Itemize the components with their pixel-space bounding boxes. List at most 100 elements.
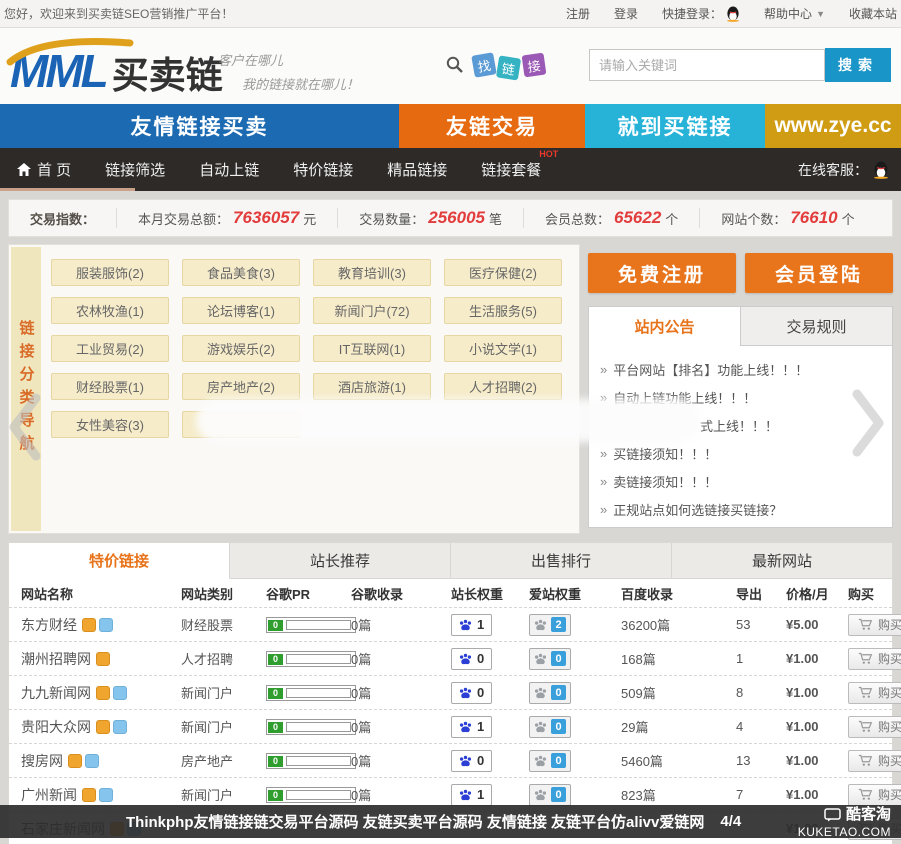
category-panel: 链接分类导航 服装服饰(2) 食品美食(3) 教育培训(3) 医疗保健(2) 农… [8, 244, 580, 534]
category-button[interactable]: IT互联网(1) [313, 335, 431, 362]
paw-icon [534, 789, 547, 800]
site-name-link[interactable]: 东方财经 [21, 616, 77, 633]
column-header: 导出 [736, 586, 763, 602]
category-button[interactable]: 游戏娱乐(2) [182, 335, 300, 362]
buy-button[interactable]: 购买 [848, 749, 901, 772]
nav-premium-links[interactable]: 精品链接 [387, 162, 448, 179]
search-input[interactable] [589, 49, 825, 81]
aizhan-weight: 2 [529, 613, 571, 636]
category-button[interactable]: 教育培训(3) [313, 259, 431, 286]
table-header-row: 网站名称 网站类别 谷歌PR 谷歌收录 站长权重 爱站权重 百度收录 导出 价格… [9, 579, 892, 607]
google-index-count: 0篇 [351, 788, 372, 803]
logo-mml-text: MML [6, 38, 134, 94]
column-header: 网站类别 [181, 586, 234, 602]
notice-item[interactable]: » 卖链接须知！！！ [600, 473, 718, 490]
favorite-link[interactable]: 收藏本站 [848, 7, 897, 21]
notice-box: 站内公告 交易规则 » 平台网站【排名】功能上线！！！ » 自动上链功能上线！！… [588, 306, 893, 528]
online-service[interactable]: 在线客服： [798, 160, 889, 180]
stat-transactions: 交易数量： 256005 笔 [337, 208, 523, 228]
site-name-link[interactable]: 九九新闻网 [21, 684, 91, 701]
tab-sales-ranking[interactable]: 出售排行 [451, 543, 672, 579]
member-login-button[interactable]: 会员登陆 [745, 253, 893, 293]
tab-newest-sites[interactable]: 最新网站 [672, 543, 892, 579]
table-row: 贵阳大众网 新闻门户 0 0篇 1 0 29篇 4 ¥1.00 购买 [9, 709, 901, 743]
cert-badge-orange-icon [96, 685, 110, 700]
category-button[interactable]: 农林牧渔(1) [51, 297, 169, 324]
cert-badge-orange-icon [68, 753, 82, 768]
buy-button[interactable]: 购买 [848, 681, 901, 704]
carousel-prev-button[interactable] [6, 392, 42, 467]
category-button[interactable]: 财经股票(1) [51, 373, 169, 400]
category-button[interactable]: 医疗保健(2) [444, 259, 562, 286]
buy-button[interactable]: 购买 [848, 715, 901, 738]
notice-item[interactable]: » 正规站点如何选链接买链接？ [600, 501, 783, 518]
site-name-link[interactable]: 贵阳大众网 [21, 718, 91, 735]
site-category: 人才招聘 [181, 652, 234, 667]
buy-button[interactable]: 购买 [848, 783, 901, 806]
category-button[interactable]: 服装服饰(2) [51, 259, 169, 286]
nav-special-links[interactable]: 特价链接 [293, 162, 354, 179]
register-link[interactable]: 注册 [566, 7, 591, 21]
quick-login-link[interactable]: 快捷登录： [662, 5, 740, 22]
column-header: 谷歌收录 [351, 586, 404, 602]
notice-item-censored[interactable]: 式上线！！！ [700, 418, 779, 434]
tab-trade-rules[interactable]: 交易规则 [741, 307, 892, 345]
stat-monthly-total: 本月交易总额： 7636057 元 [116, 208, 337, 228]
help-center-menu[interactable]: 帮助中心 ▼ [764, 5, 825, 22]
google-index-count: 0篇 [351, 686, 372, 701]
login-link[interactable]: 登录 [614, 7, 639, 21]
category-button[interactable]: 酒店旅游(1) [313, 373, 431, 400]
category-button[interactable]: 女性美容(3) [51, 411, 169, 438]
buy-button[interactable]: 购买 [848, 647, 901, 670]
category-button[interactable]: 房产地产(2) [182, 373, 300, 400]
category-button[interactable]: 小说文学(1) [444, 335, 562, 362]
site-name-link[interactable]: 搜房网 [21, 752, 63, 769]
buy-button[interactable]: 购买 [848, 613, 901, 636]
search-button[interactable]: 搜索 [825, 48, 891, 82]
category-button[interactable]: 工业贸易(2) [51, 335, 169, 362]
site-header: MML 买卖链 客户在哪儿 我的链接就在哪儿！ 找 链 接 搜索 [0, 28, 901, 104]
carousel-next-button[interactable] [851, 388, 887, 463]
bullet-icon: » [600, 361, 608, 377]
find-tile-icon: 找 [471, 52, 497, 78]
aizhan-weight: 0 [529, 783, 571, 806]
slogan-line1: 客户在哪儿 [218, 54, 284, 69]
link-tile-icon: 链 [495, 55, 522, 81]
nav-link-filter[interactable]: 链接筛选 [105, 162, 166, 179]
site-name-link[interactable]: 广州新闻 [21, 786, 77, 803]
notice-item[interactable]: » 买链接须知！！！ [600, 445, 718, 462]
banner-segment-1: 友情链接买卖 [0, 104, 399, 148]
nav-link-packages[interactable]: 链接套餐 HOT [481, 149, 559, 179]
category-button[interactable]: 食品美食(3) [182, 259, 300, 286]
logo[interactable]: MML 买卖链 [6, 38, 223, 94]
category-button[interactable]: 生活服务(5) [444, 297, 562, 324]
baidu-index-count: 168篇 [621, 652, 656, 667]
pagerank-bar: 0 [266, 617, 356, 633]
table-row: 广州新闻 新闻门户 0 0篇 1 0 823篇 7 ¥1.00 购买 [9, 777, 901, 811]
category-button[interactable]: 新闻门户(72) [313, 297, 431, 324]
google-index-count: 0篇 [351, 618, 372, 633]
google-index-count: 0篇 [351, 652, 372, 667]
free-register-button[interactable]: 免费注册 [588, 253, 736, 293]
tab-special-links[interactable]: 特价链接 [9, 543, 230, 579]
nav-auto-link[interactable]: 自动上链 [199, 162, 260, 179]
outbound-count: 7 [736, 787, 744, 802]
paw-icon [534, 619, 547, 630]
site-name-link[interactable]: 潮州招聘网 [21, 650, 91, 667]
notice-item[interactable]: » 平台网站【排名】功能上线！！！ [600, 361, 809, 378]
notice-list: » 平台网站【排名】功能上线！！！ » 自动上链功能上线！！！ 式上线！！！ »… [589, 346, 892, 523]
google-index-count: 0篇 [351, 754, 372, 769]
market-panel: 特价链接 站长推荐 出售排行 最新网站 网站名称 网站类别 谷歌PR 谷歌收录 … [8, 542, 901, 844]
tab-site-announcements[interactable]: 站内公告 [589, 307, 741, 346]
column-header: 网站名称 [21, 586, 74, 602]
paw-icon [534, 653, 547, 664]
nav-home[interactable]: 首 页 [0, 148, 88, 191]
paw-icon [534, 721, 547, 732]
tab-webmaster-picks[interactable]: 站长推荐 [230, 543, 451, 579]
category-button[interactable]: 人才招聘(2) [444, 373, 562, 400]
table-row: 九九新闻网 新闻门户 0 0篇 0 0 509篇 8 ¥1.00 购买 [9, 675, 901, 709]
category-button[interactable]: 论坛博客(1) [182, 297, 300, 324]
site-category: 房产地产 [181, 754, 234, 769]
site-category: 新闻门户 [181, 788, 234, 803]
